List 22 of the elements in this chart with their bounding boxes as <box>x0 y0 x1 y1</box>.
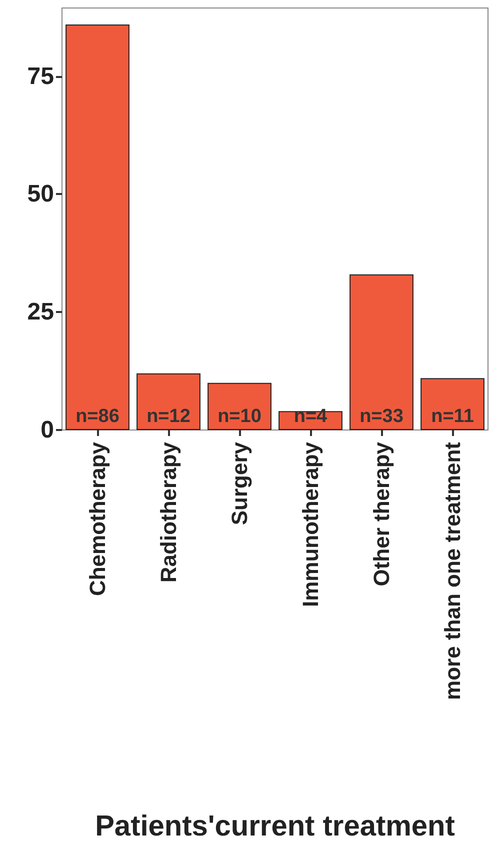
data-label: n=33 <box>360 406 404 427</box>
y-tick-label: 25 <box>27 298 54 326</box>
bar <box>350 274 414 430</box>
y-tick-label: 50 <box>27 180 54 208</box>
data-label: n=12 <box>146 406 190 427</box>
x-axis-title: Patients'current treatment <box>95 810 456 842</box>
bar <box>136 373 200 430</box>
bar <box>420 378 484 430</box>
data-label: n=11 <box>431 406 474 427</box>
x-tick-label: Radiotherapy <box>156 441 181 583</box>
bar <box>208 382 272 430</box>
data-label: n=86 <box>76 406 120 427</box>
data-label: n=4 <box>294 406 328 427</box>
x-tick-label: Immunotherapy <box>298 441 323 608</box>
y-tick-label: 0 <box>40 416 54 444</box>
x-tick-label: Surgery <box>227 441 252 526</box>
x-tick-label: Chemotherapy <box>85 441 110 596</box>
x-tick-label: Other therapy <box>369 441 394 586</box>
bar <box>66 24 130 430</box>
y-tick-label: 75 <box>27 62 54 90</box>
x-tick-label: more than one treatment <box>440 441 465 700</box>
data-label: n=10 <box>218 406 262 427</box>
